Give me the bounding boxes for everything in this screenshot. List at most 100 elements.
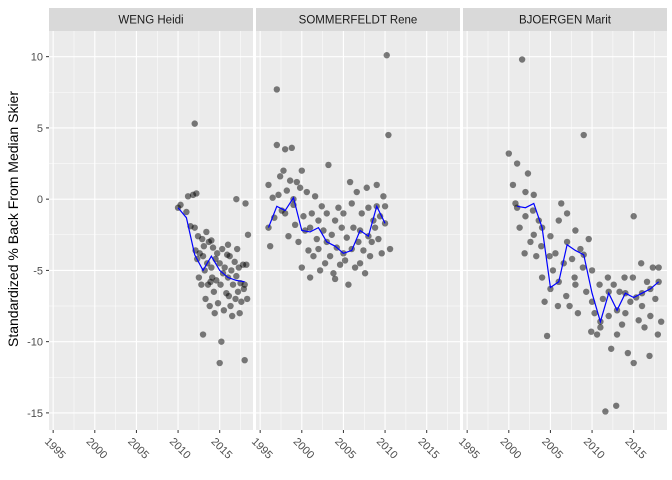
- data-point: [358, 210, 365, 217]
- data-point: [285, 233, 292, 240]
- data-point: [320, 227, 327, 234]
- data-point: [613, 331, 621, 338]
- data-point: [336, 261, 344, 268]
- facet-strip: [256, 8, 460, 31]
- data-point: [206, 302, 213, 310]
- data-point: [646, 352, 653, 360]
- data-point: [232, 295, 239, 303]
- data-point: [630, 359, 637, 367]
- data-point: [305, 247, 312, 254]
- data-point: [629, 274, 637, 281]
- data-point: [216, 359, 223, 367]
- data-point: [298, 167, 305, 174]
- data-point: [616, 288, 623, 295]
- data-point: [638, 302, 646, 310]
- data-point: [605, 288, 612, 295]
- data-point: [579, 264, 587, 271]
- data-point: [652, 295, 659, 303]
- data-point: [630, 213, 637, 220]
- data-point: [218, 245, 226, 253]
- data-point: [513, 204, 521, 211]
- data-point: [541, 298, 548, 305]
- data-point: [522, 213, 529, 220]
- data-point: [599, 295, 607, 303]
- data-point: [554, 302, 562, 310]
- data-point: [315, 217, 322, 224]
- data-point: [588, 267, 596, 274]
- data-point: [224, 241, 232, 248]
- data-points: [505, 56, 665, 415]
- data-point: [513, 160, 521, 167]
- data-point: [604, 274, 612, 281]
- data-point: [208, 264, 215, 271]
- panel-background: [49, 31, 253, 430]
- data-point: [635, 317, 642, 324]
- data-point: [184, 193, 192, 200]
- data-point: [228, 312, 236, 320]
- data-point: [227, 302, 234, 310]
- data-point: [340, 210, 347, 217]
- data-point: [585, 235, 592, 243]
- data-point: [288, 144, 295, 152]
- gridlines: [463, 31, 667, 430]
- data-point: [313, 235, 320, 243]
- data-point: [311, 193, 319, 200]
- data-point: [580, 131, 587, 139]
- gridlines: [49, 31, 253, 430]
- data-point: [538, 242, 545, 250]
- data-point: [298, 264, 305, 271]
- data-point: [209, 244, 217, 251]
- data-point: [295, 238, 302, 246]
- data-point: [527, 238, 534, 246]
- data-point: [269, 194, 276, 201]
- y-tick-label: -5: [33, 265, 43, 277]
- data-point: [199, 252, 207, 260]
- y-tick-label: 0: [37, 194, 43, 206]
- data-point: [293, 178, 300, 186]
- data-point: [547, 285, 554, 293]
- data-point: [323, 210, 330, 217]
- data-point: [351, 264, 359, 271]
- data-point: [343, 234, 350, 241]
- data-point: [365, 204, 372, 211]
- data-point: [233, 272, 240, 280]
- data-point: [191, 120, 198, 127]
- data-point: [618, 321, 626, 328]
- data-point: [366, 252, 374, 260]
- data-point: [509, 181, 517, 189]
- data-point: [266, 242, 274, 250]
- data-point: [199, 331, 207, 338]
- data-point: [233, 195, 240, 203]
- data-point: [350, 224, 357, 231]
- data-point: [286, 177, 294, 184]
- data-point: [303, 188, 310, 196]
- data-point: [328, 231, 335, 238]
- data-point: [233, 245, 241, 253]
- data-point: [621, 274, 628, 281]
- facet-strip: [49, 8, 253, 31]
- data-point: [610, 281, 617, 288]
- data-point: [199, 235, 206, 243]
- data-point: [549, 267, 557, 274]
- data-point: [310, 252, 317, 260]
- data-point: [522, 188, 529, 196]
- data-point: [558, 200, 565, 207]
- data-point: [241, 356, 248, 364]
- data-point: [225, 292, 233, 300]
- data-point: [574, 309, 582, 317]
- data-point: [657, 318, 665, 325]
- data-point: [546, 252, 553, 260]
- data-point: [273, 141, 281, 149]
- data-point: [210, 288, 218, 295]
- data-point: [361, 270, 369, 277]
- data-point: [318, 203, 325, 210]
- data-point: [211, 309, 218, 317]
- data-point: [371, 224, 379, 231]
- data-point: [376, 213, 384, 220]
- data-point: [306, 274, 314, 281]
